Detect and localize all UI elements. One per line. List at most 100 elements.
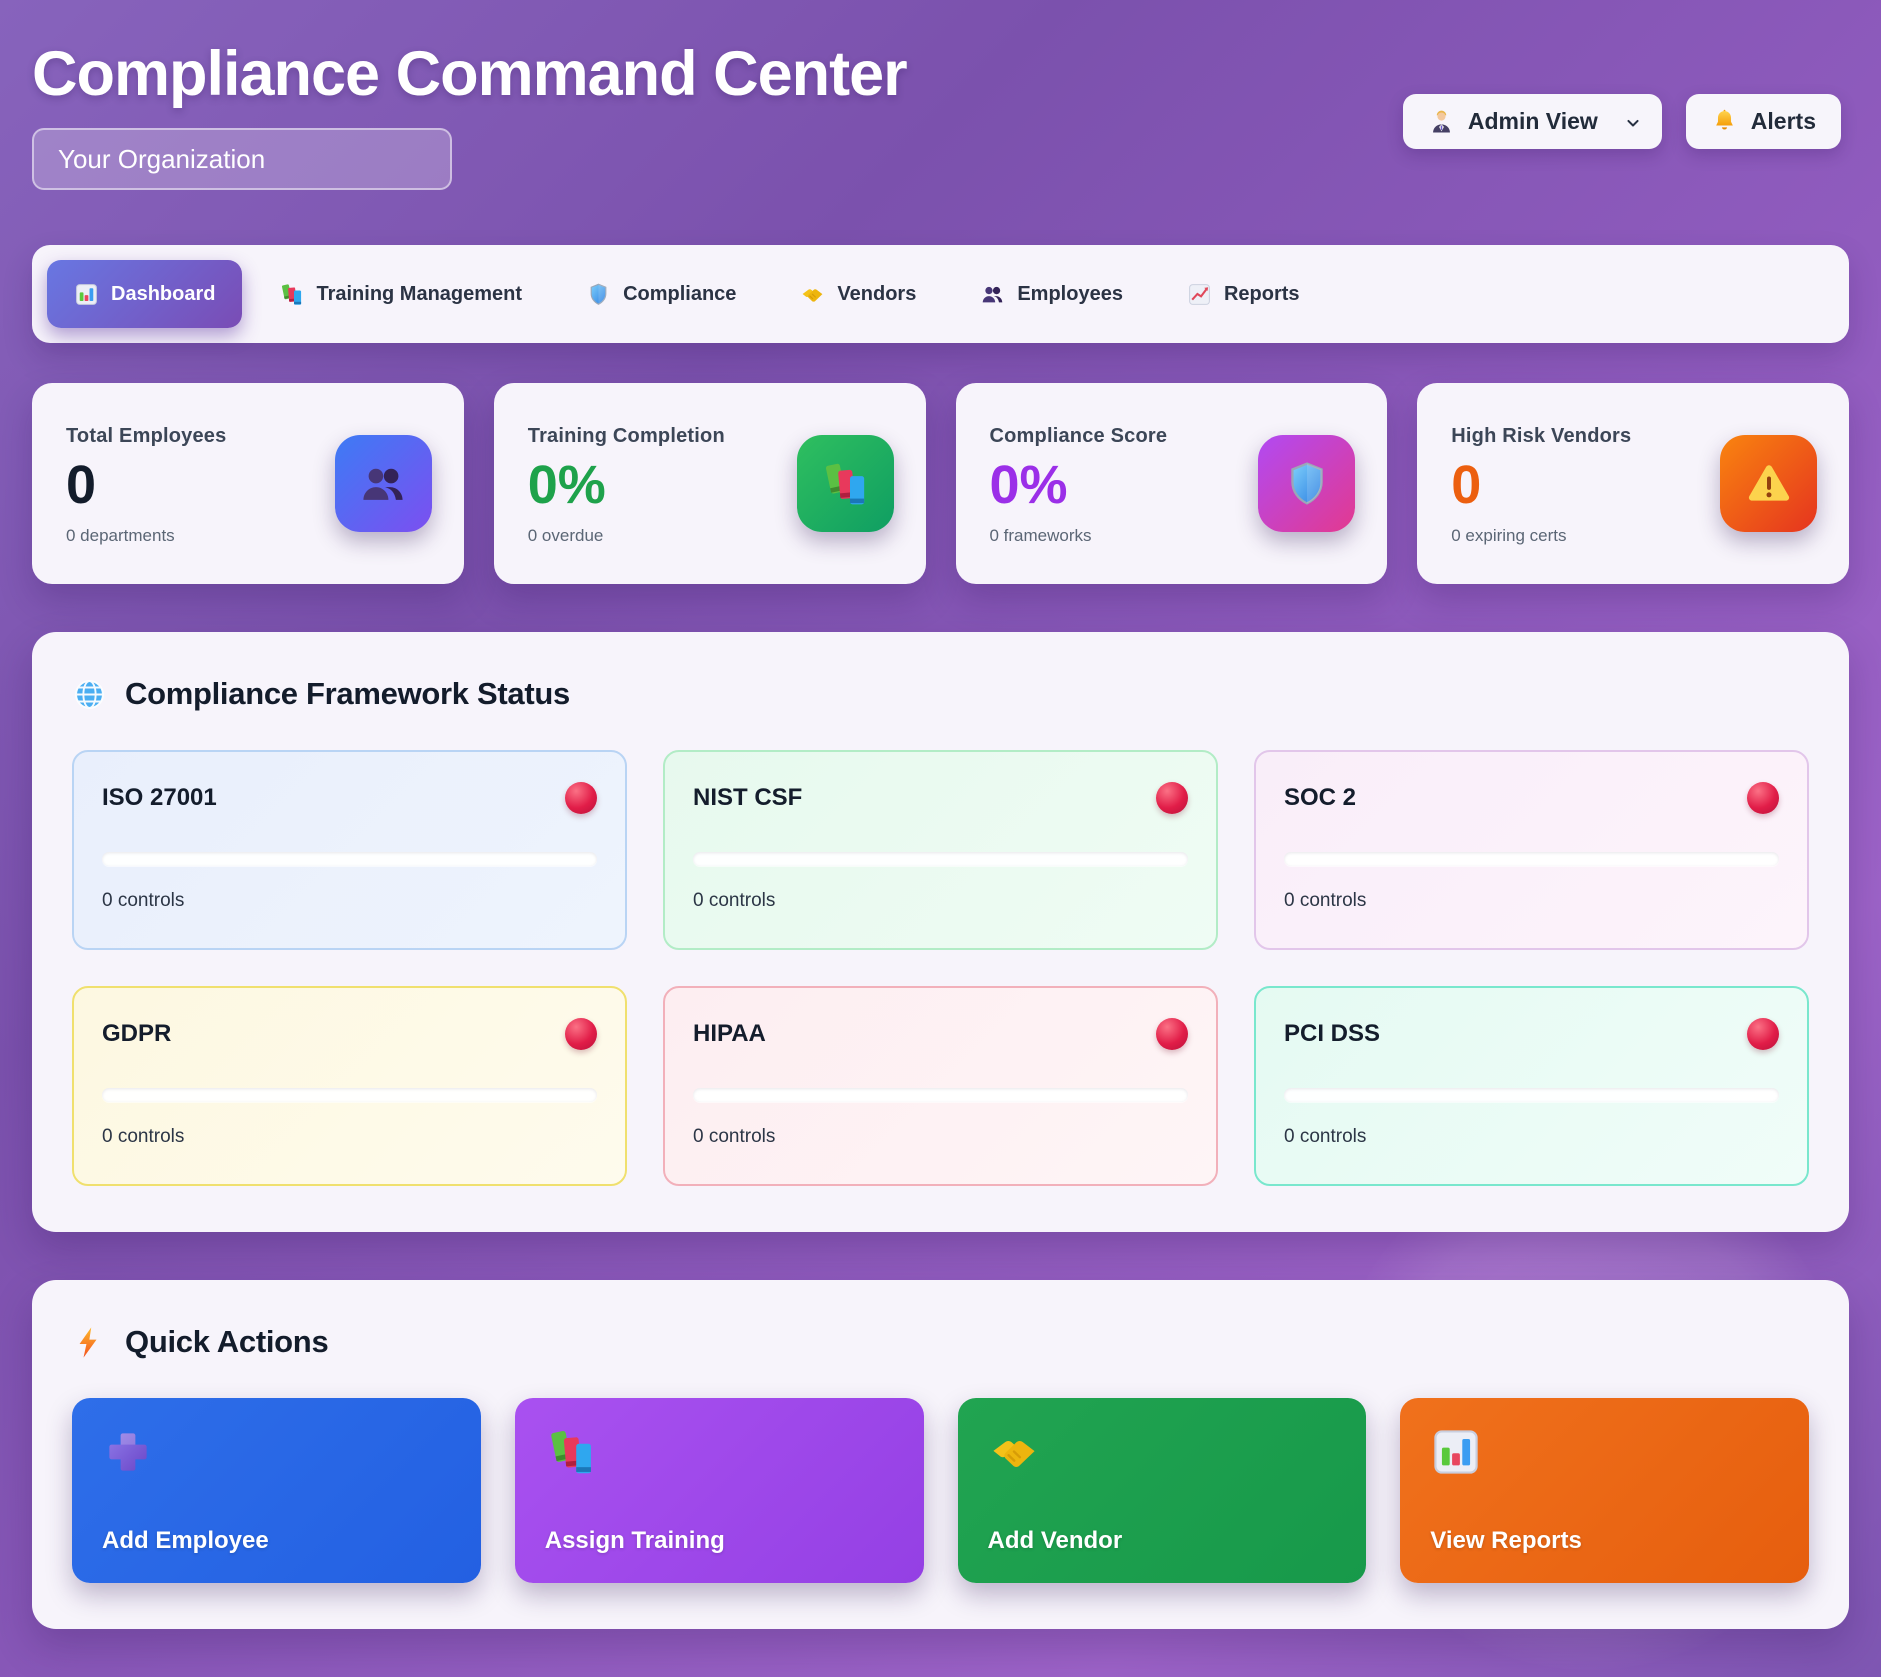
bell-icon <box>1711 108 1738 135</box>
controls-count: 0 controls <box>1284 1126 1367 1147</box>
framework-status-panel: Compliance Framework Status ISO 27001 0 … <box>32 632 1849 1232</box>
framework-card-gdpr[interactable]: GDPR 0 controls <box>72 986 627 1186</box>
tab-vendors[interactable]: Vendors <box>773 260 943 328</box>
stat-subtext: 0 overdue <box>527 526 604 545</box>
main-navigation: Dashboard Training Management Compliance… <box>32 245 1849 343</box>
stat-value: 0% <box>527 455 606 515</box>
header-actions: Admin View Alerts <box>1402 94 1841 149</box>
framework-card-nist-csf[interactable]: NIST CSF 0 controls <box>663 750 1218 950</box>
alerts-label: Alerts <box>1750 108 1816 134</box>
stat-label: High Risk Vendors <box>1451 425 1632 447</box>
page-header: Compliance Command Center Admin View Ale… <box>32 38 1849 190</box>
handshake-icon <box>988 1426 1040 1478</box>
alerts-button[interactable]: Alerts <box>1685 94 1841 149</box>
bar-chart-icon <box>1430 1426 1482 1478</box>
warning-icon <box>1720 435 1817 532</box>
quick-actions-panel: Quick Actions Add Employee Assign Traini… <box>32 1280 1849 1629</box>
progress-bar-track <box>693 1088 1188 1102</box>
controls-count: 0 controls <box>693 1126 776 1147</box>
status-dot-icon <box>1156 1018 1188 1050</box>
admin-view-dropdown[interactable]: Admin View <box>1402 94 1662 149</box>
framework-name: HIPAA <box>693 1020 766 1047</box>
stat-card-compliance-score: Compliance Score 0% 0 frameworks <box>955 383 1388 584</box>
tab-training-management[interactable]: Training Management <box>252 260 549 328</box>
status-dot-icon <box>1747 782 1779 814</box>
view-reports-button[interactable]: View Reports <box>1400 1398 1809 1583</box>
page-title: Compliance Command Center <box>32 39 908 109</box>
framework-card-header: HIPAA <box>693 1018 1188 1050</box>
status-dot-icon <box>1747 1018 1779 1050</box>
books-icon <box>279 282 304 307</box>
stat-card-training-completion: Training Completion 0% 0 overdue <box>493 383 926 584</box>
progress-bar-track <box>102 852 597 866</box>
framework-card-header: PCI DSS <box>1284 1018 1779 1050</box>
framework-name: ISO 27001 <box>102 784 217 811</box>
framework-name: PCI DSS <box>1284 1020 1381 1047</box>
assign-training-button[interactable]: Assign Training <box>514 1398 924 1583</box>
organization-name-input[interactable] <box>32 128 452 190</box>
framework-name: GDPR <box>102 1020 172 1047</box>
stat-value: 0 <box>66 455 97 515</box>
shield-icon <box>586 282 611 307</box>
shield-icon <box>1258 435 1356 532</box>
stat-value: 0 <box>1451 455 1482 515</box>
tab-compliance[interactable]: Compliance <box>559 260 763 328</box>
tab-label: Reports <box>1223 282 1300 305</box>
progress-bar-track <box>102 1088 597 1102</box>
add-employee-button[interactable]: Add Employee <box>72 1398 481 1583</box>
framework-card-hipaa[interactable]: HIPAA 0 controls <box>663 986 1218 1186</box>
tab-employees[interactable]: Employees <box>953 260 1150 328</box>
books-icon <box>545 1426 597 1478</box>
framework-card-iso-27001[interactable]: ISO 27001 0 controls <box>72 750 627 950</box>
tab-dashboard[interactable]: Dashboard <box>47 260 243 328</box>
books-icon <box>796 435 894 532</box>
globe-icon <box>72 677 107 712</box>
framework-name: SOC 2 <box>1284 784 1357 811</box>
controls-count: 0 controls <box>693 890 776 911</box>
controls-count: 0 controls <box>102 1126 185 1147</box>
add-vendor-button[interactable]: Add Vendor <box>957 1398 1367 1583</box>
status-dot-icon <box>565 782 597 814</box>
stat-value: 0% <box>989 455 1068 515</box>
tab-reports[interactable]: Reports <box>1160 260 1327 328</box>
office-worker-icon <box>1428 108 1455 135</box>
quick-action-label: Add Vendor <box>987 1527 1123 1554</box>
quick-action-label: Add Employee <box>102 1527 269 1554</box>
stat-subtext: 0 frameworks <box>989 526 1092 545</box>
admin-view-label: Admin View <box>1467 108 1598 134</box>
quick-actions-header: Quick Actions <box>72 1324 1809 1360</box>
people-icon <box>334 435 432 532</box>
bar-chart-icon <box>74 282 99 307</box>
framework-section-header: Compliance Framework Status <box>72 676 1809 712</box>
handshake-icon <box>800 282 825 307</box>
quick-action-label: View Reports <box>1430 1527 1582 1554</box>
stat-subtext: 0 departments <box>66 526 175 545</box>
status-dot-icon <box>1156 782 1188 814</box>
tab-label: Training Management <box>316 282 523 305</box>
plus-icon <box>102 1426 154 1478</box>
framework-name: NIST CSF <box>693 784 803 811</box>
stat-subtext: 0 expiring certs <box>1451 526 1567 545</box>
framework-card-header: GDPR <box>102 1018 597 1050</box>
controls-count: 0 controls <box>102 890 185 911</box>
stat-card-total-employees: Total Employees 0 0 departments <box>32 383 464 584</box>
controls-count: 0 controls <box>1284 890 1367 911</box>
tab-label: Employees <box>1017 282 1123 305</box>
section-title: Compliance Framework Status <box>125 676 570 711</box>
framework-card-header: NIST CSF <box>693 782 1188 814</box>
quick-actions-grid: Add Employee Assign Training Add Vendor … <box>72 1398 1809 1583</box>
people-icon <box>980 282 1005 307</box>
chart-increasing-icon <box>1187 282 1212 307</box>
framework-card-pci-dss[interactable]: PCI DSS 0 controls <box>1254 986 1809 1186</box>
framework-card-header: ISO 27001 <box>102 782 597 814</box>
chevron-down-icon <box>1617 112 1637 132</box>
framework-card-soc-2[interactable]: SOC 2 0 controls <box>1254 750 1809 950</box>
status-dot-icon <box>565 1018 597 1050</box>
tab-label: Vendors <box>837 282 917 305</box>
stat-label: Training Completion <box>527 425 725 447</box>
framework-card-header: SOC 2 <box>1284 782 1779 814</box>
progress-bar-track <box>1284 852 1779 866</box>
progress-bar-track <box>693 852 1188 866</box>
quick-action-label: Assign Training <box>544 1527 725 1554</box>
